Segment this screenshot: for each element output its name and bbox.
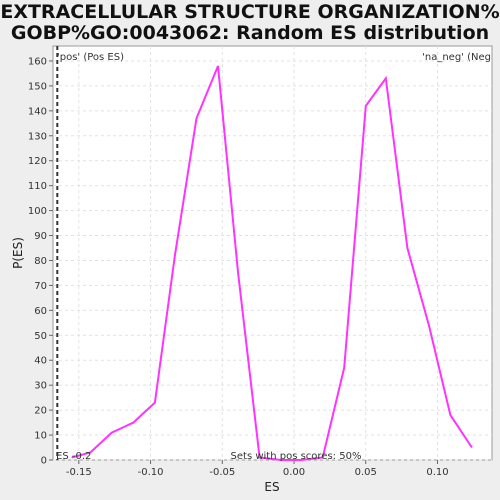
y-axis: 0 10 20 30 40 50 60 70 80 90 100 110 120 130 140 150 160 <box>28 56 53 467</box>
y-tick-label: 50 <box>34 331 47 342</box>
plot-area <box>52 45 493 461</box>
y-tick-label: 60 <box>34 306 47 317</box>
x-tick-label: 0.10 <box>426 467 448 478</box>
y-tick-label: 100 <box>28 206 47 217</box>
y-tick-label: 160 <box>28 56 47 67</box>
series-line <box>71 65 473 461</box>
y-tick-label: 120 <box>28 156 47 167</box>
legend-pos: 'pos' (Pos ES) <box>57 52 124 63</box>
sets-annotation: Sets with pos scores: 50% <box>231 451 362 462</box>
y-tick-label: 10 <box>34 431 47 442</box>
legend-neg: 'na_neg' (Neg <box>422 52 491 63</box>
x-axis: -0.15 -0.10 -0.05 0.00 0.05 0.10 <box>66 460 449 478</box>
x-tick-label: 0.00 <box>283 467 305 478</box>
chart-title: EXTRACELLULAR STRUCTURE ORGANIZATION% <box>0 1 500 23</box>
y-tick-label: 0 <box>41 456 47 467</box>
x-tick-label: -0.15 <box>66 467 92 478</box>
y-tick-label: 70 <box>34 281 47 292</box>
y-tick-label: 130 <box>28 131 47 142</box>
x-tick-label: 0.05 <box>355 467 377 478</box>
y-tick-label: 40 <box>34 356 47 367</box>
y-tick-label: 80 <box>34 256 47 267</box>
x-tick-label: -0.10 <box>138 467 164 478</box>
y-tick-label: 30 <box>34 381 47 392</box>
x-tick-label: -0.05 <box>209 467 235 478</box>
y-axis-label: P(ES) <box>11 237 25 269</box>
y-tick-label: 150 <box>28 81 47 92</box>
y-tick-label: 20 <box>34 406 47 417</box>
es-marker-label: ES -0.2 <box>56 451 91 462</box>
y-tick-label: 90 <box>34 231 47 242</box>
y-tick-label: 140 <box>28 106 47 117</box>
y-tick-label: 110 <box>28 181 47 192</box>
x-axis-label: ES <box>264 480 279 494</box>
chart-subtitle: GOBP%GO:0043062: Random ES distribution <box>10 22 490 44</box>
